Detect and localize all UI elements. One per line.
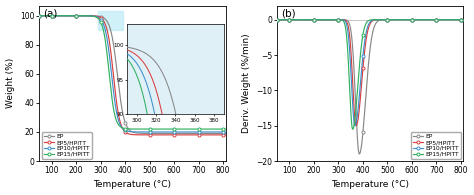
Y-axis label: Deriv. Weight (%/min): Deriv. Weight (%/min) bbox=[242, 34, 251, 133]
Y-axis label: Weight (%): Weight (%) bbox=[6, 58, 15, 108]
Bar bbox=[98, 11, 123, 30]
Text: (b): (b) bbox=[281, 9, 296, 19]
Legend: EP, EP5/HPITT, EP10/HPITT, EP15/HPITT: EP, EP5/HPITT, EP10/HPITT, EP15/HPITT bbox=[411, 132, 461, 159]
X-axis label: Temperature (°C): Temperature (°C) bbox=[331, 180, 410, 190]
Legend: EP, EP5/HPITT, EP10/HPITT, EP15/HPITT: EP, EP5/HPITT, EP10/HPITT, EP15/HPITT bbox=[42, 132, 91, 159]
X-axis label: Temperature (°C): Temperature (°C) bbox=[93, 180, 172, 190]
Text: (a): (a) bbox=[43, 9, 57, 19]
